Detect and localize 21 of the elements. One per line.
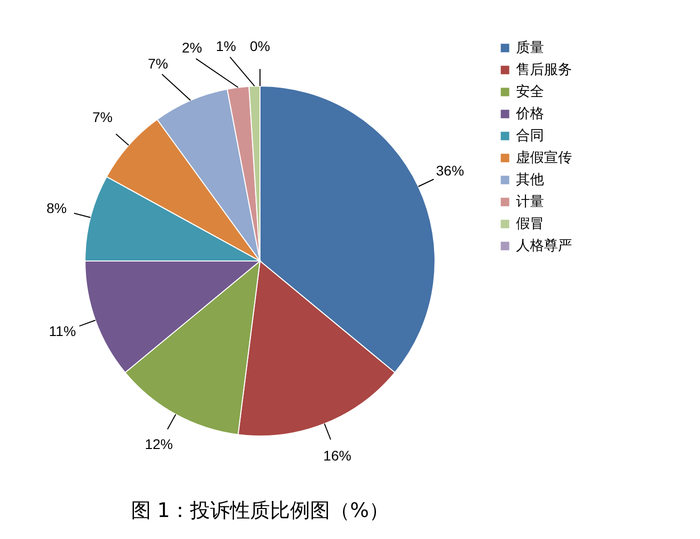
legend-label: 售后服务 xyxy=(516,62,572,78)
legend-label: 安全 xyxy=(516,84,544,100)
legend-label: 计量 xyxy=(516,194,544,210)
legend-label: 虚假宣传 xyxy=(516,150,572,166)
text: 0% xyxy=(250,38,270,54)
data-label: 2% xyxy=(182,40,202,56)
data-label: 1% xyxy=(216,38,236,54)
data-label: 8% xyxy=(46,200,67,216)
legend-label: 假冒 xyxy=(516,216,544,232)
legend-label: 人格尊严 xyxy=(516,238,572,254)
legend-label: 价格 xyxy=(515,106,544,122)
data-label: 36% xyxy=(436,162,464,179)
legend-label: 合同 xyxy=(516,128,544,144)
legend-label: 质量 xyxy=(516,40,544,56)
text: 图 1：投诉性质比例图（%） xyxy=(130,498,390,522)
data-label: 12% xyxy=(144,436,173,452)
legend-label: 其他 xyxy=(516,172,544,188)
data-label: 16% xyxy=(323,447,352,464)
data-label: 7% xyxy=(92,109,113,126)
data-label: 7% xyxy=(148,55,168,72)
data-label: 11% xyxy=(48,323,76,340)
